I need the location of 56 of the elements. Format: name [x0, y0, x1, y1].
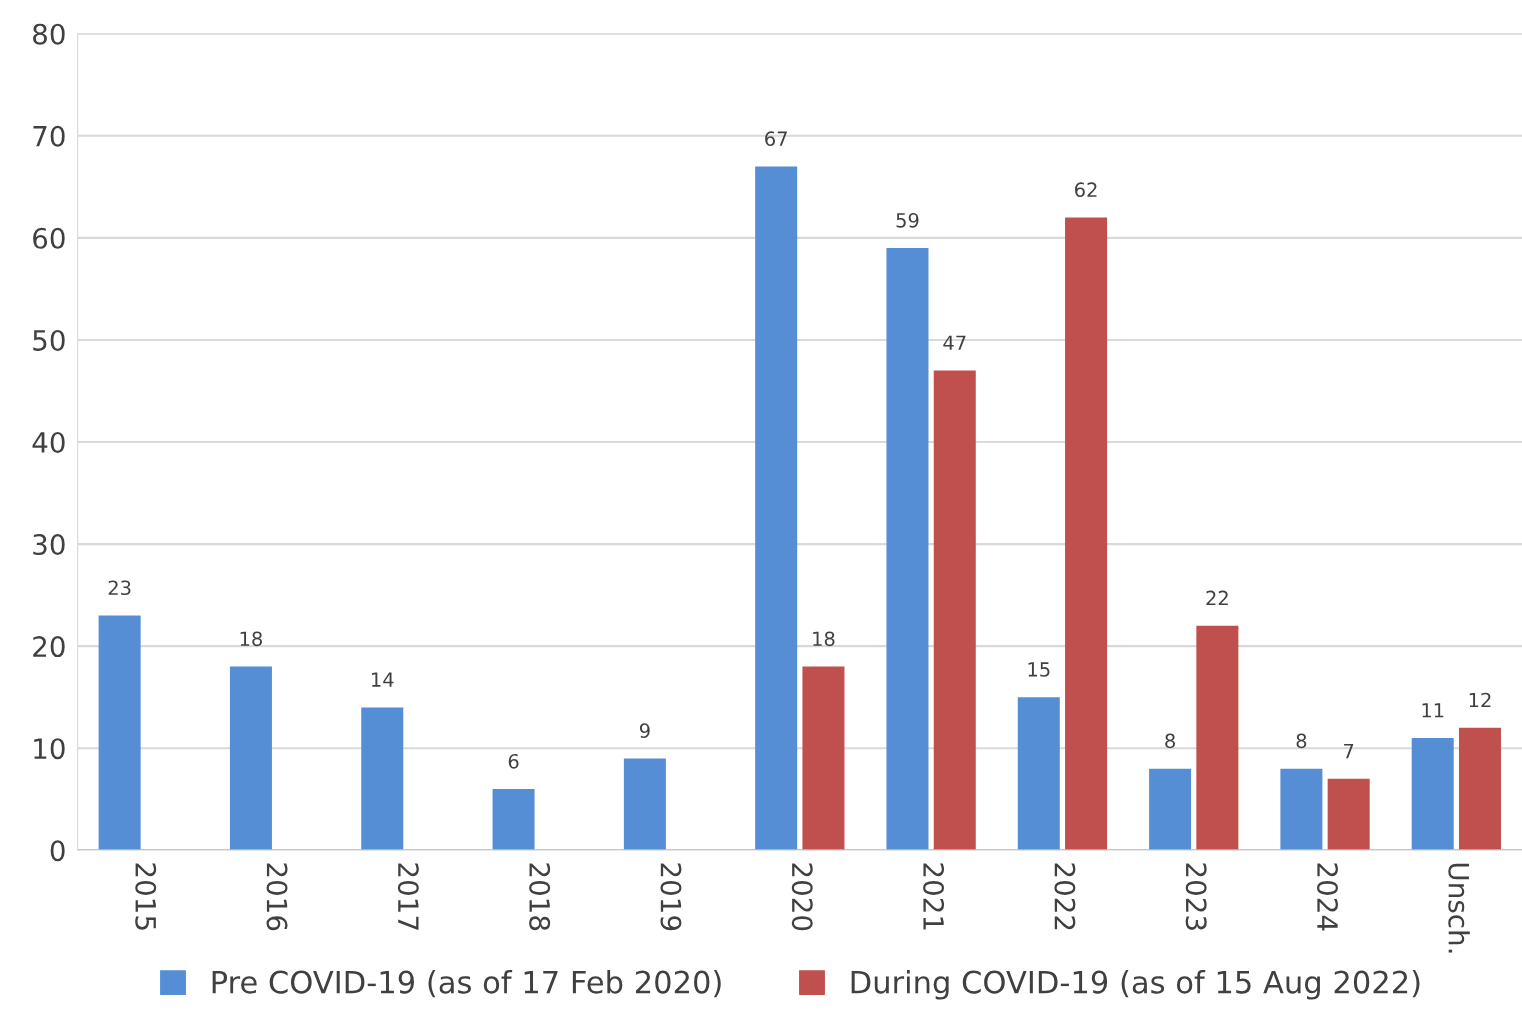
y-tick-label: 60 [33, 227, 65, 249]
y-tick-label: 10 [34, 738, 65, 760]
x-tick-label: 2024 [1316, 863, 1338, 931]
x-tick-label: 2015 [135, 863, 157, 930]
legend-label: Pre COVID-19 (as of 17 Feb 2020) [212, 970, 721, 998]
legend-label: During COVID-19 (as of 15 Aug 2022) [851, 970, 1420, 1000]
y-tick-label: 50 [33, 329, 65, 351]
data-label: 11 [1422, 703, 1444, 718]
bar [1458, 727, 1501, 851]
bar [886, 248, 929, 851]
y-tick-label: 80 [33, 23, 65, 45]
data-label: 6 [508, 753, 519, 769]
data-label: 9 [639, 723, 650, 738]
bar [1280, 768, 1323, 851]
bar [1411, 738, 1454, 851]
x-tick-label: 2016 [266, 863, 288, 931]
data-label: 18 [240, 631, 262, 647]
data-label: 67 [765, 131, 787, 146]
y-tick-label: 40 [32, 431, 65, 453]
bar [755, 166, 798, 851]
data-label: 14 [372, 672, 394, 687]
x-tick-label: 2019 [660, 863, 682, 931]
data-label: 22 [1206, 590, 1228, 606]
data-label: 62 [1075, 182, 1097, 198]
data-label: 8 [1165, 733, 1175, 749]
x-tick-label: 2021 [923, 863, 945, 930]
bar [98, 615, 141, 851]
x-tick-label: 2018 [529, 863, 551, 931]
y-tick-label: 20 [33, 636, 65, 658]
bar [492, 789, 535, 851]
bar [1065, 217, 1108, 851]
bar [802, 666, 845, 851]
data-label: 15 [1028, 662, 1050, 677]
bar [361, 707, 404, 851]
bar [933, 370, 976, 851]
data-label: 47 [943, 335, 966, 350]
bar [229, 666, 272, 851]
data-label: 8 [1296, 733, 1307, 749]
x-tick-label: 2017 [397, 863, 419, 930]
data-label: 12 [1469, 692, 1491, 708]
data-label: 7 [1344, 743, 1354, 759]
bar [623, 758, 666, 851]
data-label: 18 [813, 631, 835, 647]
y-tick-label: 70 [33, 125, 65, 147]
bar [1149, 768, 1192, 851]
x-tick-label: 2020 [791, 863, 813, 931]
x-tick-label: 2022 [1054, 863, 1076, 930]
bar [1017, 697, 1060, 851]
x-tick-label: Unsch. [1448, 863, 1470, 953]
data-label: 59 [896, 212, 919, 228]
y-tick-label: 30 [33, 534, 65, 556]
data-label: 23 [108, 580, 131, 596]
x-tick-label: 2023 [1185, 863, 1207, 930]
bar [1327, 778, 1370, 851]
y-tick-label: 0 [50, 840, 65, 862]
bar [1196, 625, 1239, 851]
